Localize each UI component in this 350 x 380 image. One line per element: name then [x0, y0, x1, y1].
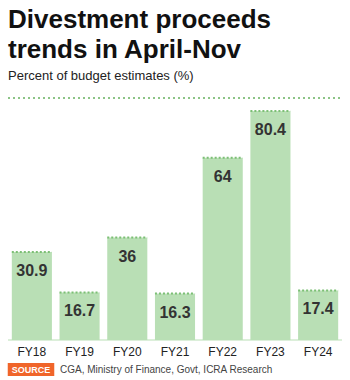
x-tick-label: FY18	[18, 345, 47, 359]
bar-top	[155, 293, 195, 295]
bar	[60, 292, 100, 340]
bar	[203, 158, 243, 340]
bar-top	[298, 289, 338, 291]
x-tick-label: FY19	[65, 345, 94, 359]
data-label: 16.3	[159, 304, 190, 321]
data-label: 17.4	[303, 300, 334, 317]
x-tick-label: FY20	[113, 345, 142, 359]
bar	[155, 294, 195, 340]
data-label: 16.7	[64, 302, 95, 319]
bar	[298, 290, 338, 340]
x-tick-label: FY21	[161, 345, 190, 359]
x-tick-label: FY24	[304, 345, 333, 359]
bar-top	[250, 110, 290, 112]
title: Divestment proceeds trends in April-Nov	[8, 4, 308, 64]
subtitle: Percent of budget estimates (%)	[8, 68, 194, 83]
x-tick-label: FY23	[256, 345, 285, 359]
data-label: 80.4	[255, 121, 286, 138]
source-text: CGA, Ministry of Finance, Govt, ICRA Res…	[60, 364, 272, 375]
labels: 30.9 FY18 16.7 FY19 36 FY20 16.3 FY21 64 FY22 80.4…	[16, 121, 334, 359]
bar-top	[107, 237, 147, 239]
chart: 30.9 FY18 16.7 FY19 36 FY20 16.3 FY21 64 FY22 80.4…	[0, 0, 350, 380]
bars	[12, 111, 338, 340]
data-label: 30.9	[16, 262, 47, 279]
x-tick-label: FY22	[208, 345, 237, 359]
source: SOURCE CGA, Ministry of Finance, Govt, IC…	[8, 363, 273, 376]
bar	[107, 238, 147, 340]
data-label: 64	[214, 168, 232, 185]
source-badge	[8, 363, 55, 376]
bar-top	[12, 251, 52, 253]
bar-top	[203, 157, 243, 159]
baseline	[8, 340, 342, 341]
plot-top-frame	[8, 97, 342, 99]
bar	[250, 111, 290, 340]
bar-top	[60, 291, 100, 293]
bar	[12, 252, 52, 340]
data-label: 36	[118, 248, 136, 265]
source-label: SOURCE	[12, 365, 51, 375]
